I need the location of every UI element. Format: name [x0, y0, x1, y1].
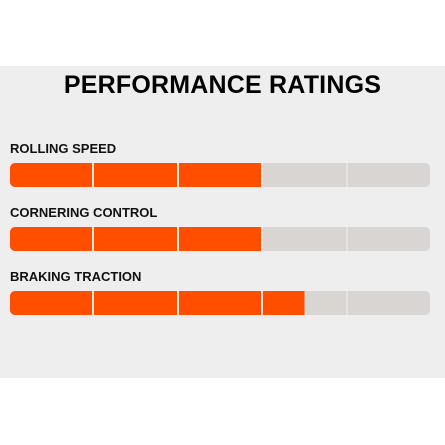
rating-segment — [10, 163, 93, 187]
page-title: PERFORMANCE RATINGS — [63, 71, 382, 99]
rating-segment — [176, 227, 262, 251]
metric-rolling-speed: ROLLING SPEED — [10, 141, 430, 187]
rating-segment — [345, 227, 430, 251]
rating-bar — [10, 227, 430, 251]
rating-bar — [10, 291, 430, 315]
rating-segment — [10, 291, 93, 315]
rating-segment — [92, 227, 177, 251]
rating-bar — [10, 163, 430, 187]
metric-cornering-control: CORNERING CONTROL — [10, 205, 430, 251]
rating-segment — [176, 163, 262, 187]
rating-segment — [345, 163, 430, 187]
rating-segment — [345, 291, 430, 315]
metric-label: ROLLING SPEED — [10, 141, 117, 156]
rating-segment — [10, 227, 93, 251]
metric-label: CORNERING CONTROL — [10, 205, 158, 220]
rating-segment — [261, 227, 346, 251]
performance-ratings-panel: PERFORMANCE RATINGS ROLLING SPEED CORNER… — [0, 66, 445, 378]
metric-label: BRAKING TRACTION — [10, 269, 142, 284]
rating-segment — [261, 291, 346, 315]
rating-segment — [92, 163, 177, 187]
metric-braking-traction: BRAKING TRACTION — [10, 269, 430, 315]
rating-segment — [92, 291, 177, 315]
rating-segment — [261, 163, 346, 187]
rating-segment — [176, 291, 262, 315]
